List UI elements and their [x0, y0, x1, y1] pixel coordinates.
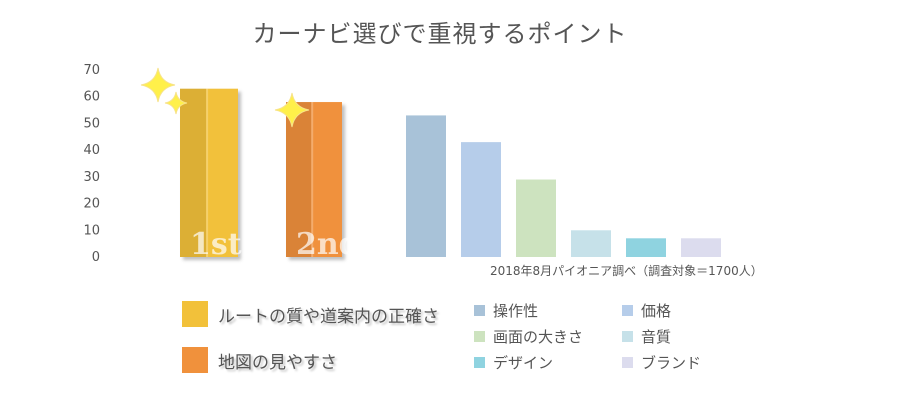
- legend-label-map-readability: 地図の見やすさ: [218, 352, 337, 373]
- bar: [626, 238, 666, 257]
- sparkle-icon: [164, 91, 188, 115]
- bar: [461, 142, 501, 257]
- legend-label-screen-size: 画面の大きさ: [493, 327, 584, 346]
- bar-group: [681, 238, 721, 257]
- rank-label: 1st: [190, 227, 242, 262]
- bar: [571, 230, 611, 257]
- legend-others: 操作性 価格 画面の大きさ 音質 デザイン ブランド: [474, 300, 742, 372]
- bar-group: [461, 142, 501, 257]
- y-tick-label: 0: [92, 250, 100, 265]
- bar-group: 1st: [180, 88, 242, 262]
- legend-item-screen-size: 画面の大きさ: [474, 326, 622, 346]
- legend-label-operability: 操作性: [493, 301, 539, 320]
- legend-label-price: 価格: [641, 301, 672, 320]
- legend-item-operability: 操作性: [474, 300, 622, 320]
- y-tick-label: 30: [83, 170, 100, 185]
- legend-swatch-map-readability: [182, 347, 208, 373]
- legend-swatch-sound-quality: [622, 330, 633, 342]
- legend-label-sound-quality: 音質: [641, 327, 672, 346]
- sparkle-icon: [274, 92, 310, 128]
- legend-swatch-route-quality: [182, 301, 208, 327]
- legend-swatch-screen-size: [474, 330, 485, 342]
- legend-swatch-design: [474, 356, 485, 368]
- y-tick-label: 20: [83, 197, 100, 212]
- legend-item-brand: ブランド: [622, 352, 742, 372]
- legend-swatch-brand: [622, 356, 633, 368]
- bar-group: [571, 230, 611, 257]
- y-tick-label: 50: [83, 116, 100, 131]
- bar-group: [516, 179, 556, 257]
- bar: [406, 115, 446, 258]
- bar-shade: [286, 102, 312, 257]
- y-tick-label: 60: [83, 90, 100, 105]
- rank-label: 2nd: [296, 227, 360, 262]
- chart-title: カーナビ選びで重視するポイント: [252, 20, 628, 48]
- bar-shade: [180, 88, 207, 257]
- legend-swatch-price: [622, 304, 633, 316]
- bar-group: 2nd: [286, 102, 360, 262]
- bar: [516, 179, 556, 257]
- y-tick-label: 40: [83, 143, 100, 158]
- bar: [180, 88, 238, 257]
- bar: [681, 238, 721, 257]
- legend-swatch-operability: [474, 304, 485, 316]
- y-tick-label: 70: [83, 63, 100, 78]
- legend-item-price: 価格: [622, 300, 742, 320]
- legend-label-route-quality: ルートの質や道案内の正確さ: [218, 306, 439, 327]
- legend-top-ranked: ルートの質や道案内の正確さ 地図の見やすさ: [182, 298, 439, 390]
- legend-item-design: デザイン: [474, 352, 622, 372]
- legend-item-sound-quality: 音質: [622, 326, 742, 346]
- bar-highlight: [311, 102, 314, 257]
- survey-note: 2018年8月パイオニア調べ（調査対象＝1700人）: [490, 264, 763, 278]
- bar: [286, 102, 342, 257]
- legend-item-route-quality: ルートの質や道案内の正確さ: [182, 298, 439, 330]
- bar-highlight: [206, 88, 209, 257]
- legend-item-map-readability: 地図の見やすさ: [182, 344, 439, 376]
- legend-label-brand: ブランド: [641, 353, 702, 372]
- legend-label-design: デザイン: [493, 353, 554, 372]
- bar-group: [406, 115, 446, 258]
- sparkle-icon: [140, 67, 176, 103]
- bar-group: [626, 238, 666, 257]
- y-tick-label: 10: [83, 223, 100, 238]
